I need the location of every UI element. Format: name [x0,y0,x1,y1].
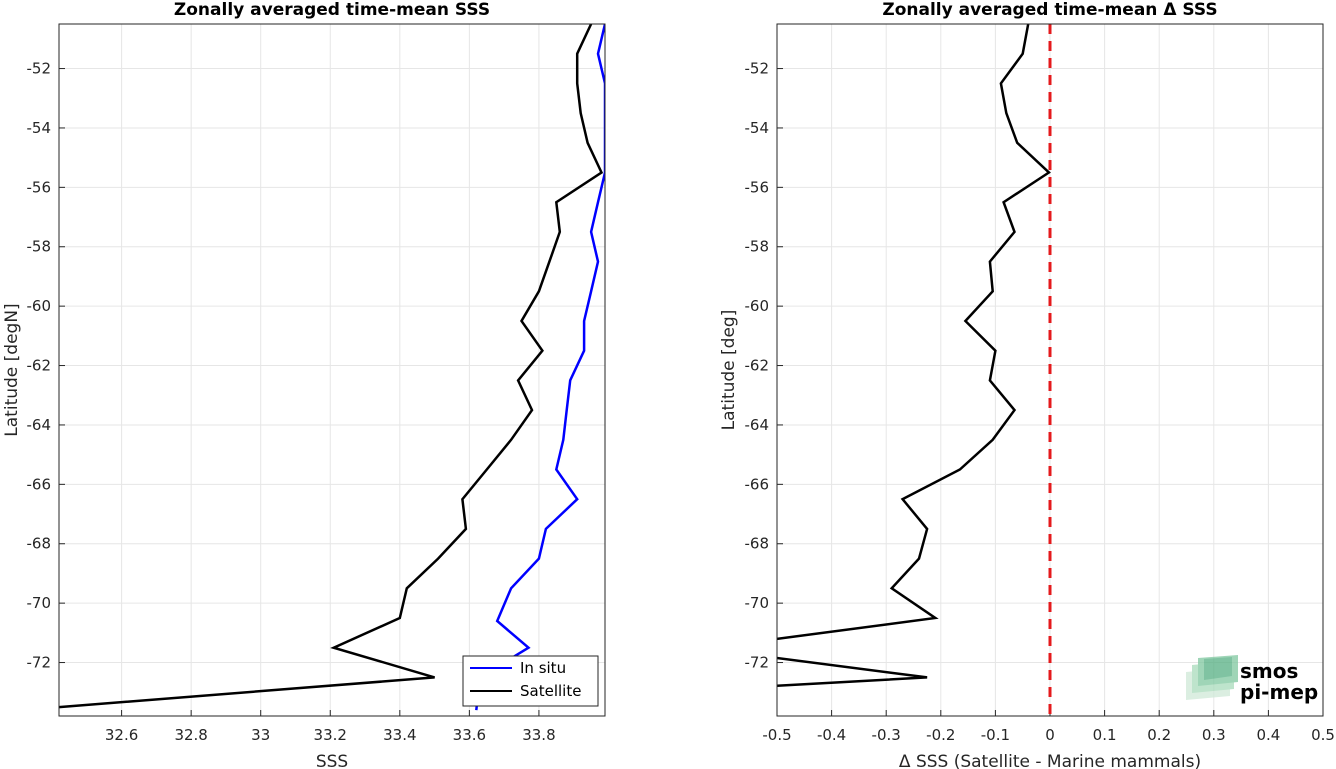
delta-sss-y-tick-label: -54 [745,119,770,137]
delta-sss-x-tick-label: -0.3 [872,726,901,744]
delta-sss-y-tick-label: -70 [745,594,770,612]
sss-y-tick-label: -52 [27,60,52,78]
delta-sss-x-tick-label: 0.5 [1311,726,1335,744]
sss-plot-area [59,24,605,716]
logo-pimep-text: pi-mep [1240,680,1318,704]
sss-legend: In situ Satellite [462,655,599,707]
delta-sss-x-tick-label: -0.5 [762,726,791,744]
sss-plot: 32.6 32.8 33 33.2 33.4 33.6 33.8 -52-54-56-58-… [2,0,606,769]
delta-sss-x-axis-label: Δ SSS (Satellite - Marine mammals) [899,752,1201,769]
delta-sss-x-ticks: -0.5 -0.4 -0.3 -0.2 -0.1 0 0.1 0.2 0.3 0.4 0.5 [762,710,1335,744]
sss-y-tick-label: -70 [27,594,52,612]
sss-y-tick-label: -72 [27,654,52,672]
delta-sss-y-tick-label: -72 [745,654,770,672]
legend-box [462,655,599,707]
sss-y-tick-label: -54 [27,119,52,137]
sss-y-tick-label: -56 [27,178,52,196]
sss-plot-title: Zonally averaged time-mean SSS [174,0,490,20]
sss-series-lines [59,24,605,711]
sss-y-tick-label: -68 [27,535,52,553]
sss-satellite-line [59,24,604,709]
delta-sss-y-tick-label: -62 [745,357,770,375]
delta-sss-y-axis-label: Latitude [deg] [719,310,739,431]
sss-in-situ-line [475,24,605,711]
logo-smos-text: smos [1240,659,1298,683]
delta-sss-y-tick-label: -56 [745,178,770,196]
delta-sss-y-tick-label: -58 [745,238,770,256]
sss-y-tick-label: -64 [27,416,52,434]
sss-plot-frame [58,23,606,717]
delta-sss-x-tick-label: -0.2 [926,726,955,744]
delta-sss-y-tick-label: -52 [745,60,770,78]
sss-y-tick-label: -58 [27,238,52,256]
delta-sss-plot-frame [776,23,1324,717]
delta-sss-y-tick-label: -68 [745,535,770,553]
delta-sss-x-tick-label: -0.1 [981,726,1010,744]
sss-y-axis-label: Latitude [degN] [2,303,22,436]
delta-sss-y-tick-label: -66 [745,475,770,493]
smos-pimep-logo: smos pi-mep [1186,655,1318,704]
sss-y-ticks: -52 -54 -56 -58 -60 -62 -64 -66 -68 -70 -72 [27,60,65,672]
delta-sss-x-tick-label: 0.1 [1093,726,1117,744]
sss-x-ticks: 32.6 32.8 33 33.2 33.4 33.6 33.8 [105,710,556,744]
sss-x-tick-label: 33 [251,726,270,744]
delta-sss-x-tick-label: 0.2 [1147,726,1171,744]
sss-x-axis-label: SSS [316,752,348,769]
delta-sss-y-ticks: -52 -54 -56 -58 -60 -62 -64 -66 -68 -70 -72 [745,60,783,672]
legend-satellite-label: Satellite [520,682,581,700]
delta-sss-x-tick-label: 0.4 [1256,726,1280,744]
delta-sss-x-tick-label: -0.4 [817,726,846,744]
delta-sss-plot: -0.5 -0.4 -0.3 -0.2 -0.1 0 0.1 0.2 0.3 0.4 0.5 -52… [719,0,1335,769]
delta-sss-x-tick-label: 0 [1045,726,1055,744]
sss-x-tick-label: 33.2 [314,726,347,744]
delta-sss-series-0-line [777,24,1051,687]
sss-y-tick-label: -62 [27,357,52,375]
sss-y-tick-label: -60 [27,297,52,315]
delta-sss-plot-title: Zonally averaged time-mean Δ SSS [882,0,1217,20]
sss-x-tick-label: 33.4 [383,726,416,744]
sss-grid [59,24,605,716]
delta-sss-y-tick-label: -60 [745,297,770,315]
logo-mark-icon [1186,655,1238,700]
sss-x-tick-label: 33.6 [453,726,486,744]
sss-y-tick-label: -66 [27,475,52,493]
sss-x-tick-label: 32.8 [174,726,207,744]
delta-sss-series-lines [777,24,1051,687]
legend-insitu-label: In situ [520,659,566,677]
delta-sss-y-tick-label: -64 [745,416,770,434]
delta-sss-x-tick-label: 0.3 [1202,726,1226,744]
sss-x-tick-label: 32.6 [105,726,138,744]
sss-x-tick-label: 33.8 [522,726,555,744]
